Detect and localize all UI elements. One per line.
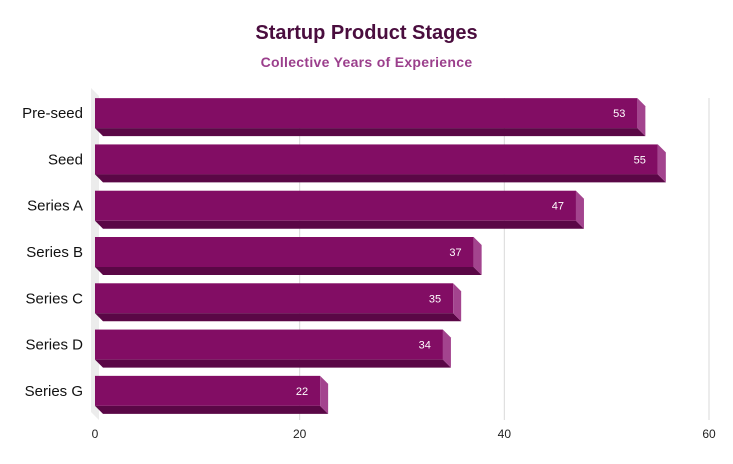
y-category-label: Series A: [27, 198, 83, 215]
bar-bottom-face: [95, 405, 329, 414]
y-category-label: Series C: [25, 290, 83, 307]
bar: [95, 144, 658, 175]
bar-side-face: [442, 329, 451, 368]
y-category-label: Series B: [26, 244, 83, 261]
bar-bottom-face: [95, 359, 451, 368]
bar-bottom-face: [95, 267, 482, 275]
bar-bottom-face: [95, 128, 646, 137]
chart-subtitle: Collective Years of Experience: [260, 54, 473, 70]
bar: [95, 375, 321, 406]
chart-title: Startup Product Stages: [255, 22, 478, 44]
bar-side-face: [320, 375, 329, 414]
x-tick-label: 20: [293, 427, 307, 441]
bar-bottom-face: [95, 174, 666, 183]
y-category-label: Series D: [25, 337, 83, 354]
bar: [95, 190, 576, 221]
bar: [95, 283, 454, 314]
bar-side-face: [637, 98, 646, 137]
bar-bottom-face: [95, 220, 584, 229]
bar: [95, 98, 638, 129]
bar-side-face: [473, 237, 482, 275]
bar-side-face: [657, 144, 666, 183]
x-tick-label: 60: [702, 427, 716, 441]
bar-side-face: [453, 283, 462, 322]
y-category-label: Pre-seed: [22, 105, 83, 122]
x-tick-label: 0: [92, 427, 99, 441]
y-category-label: Seed: [48, 151, 83, 168]
data-label: 34: [419, 340, 431, 352]
data-label: 22: [296, 386, 308, 398]
bar: [95, 237, 474, 267]
data-label: 47: [552, 201, 564, 213]
bar: [95, 329, 443, 360]
x-tick-label: 40: [498, 427, 512, 441]
bar-bottom-face: [95, 313, 462, 322]
data-label: 35: [429, 293, 441, 305]
y-category-label: Series G: [25, 383, 83, 400]
data-label: 37: [449, 247, 461, 259]
data-label: 53: [613, 108, 625, 120]
bar-side-face: [575, 190, 584, 229]
data-label: 55: [634, 154, 646, 166]
